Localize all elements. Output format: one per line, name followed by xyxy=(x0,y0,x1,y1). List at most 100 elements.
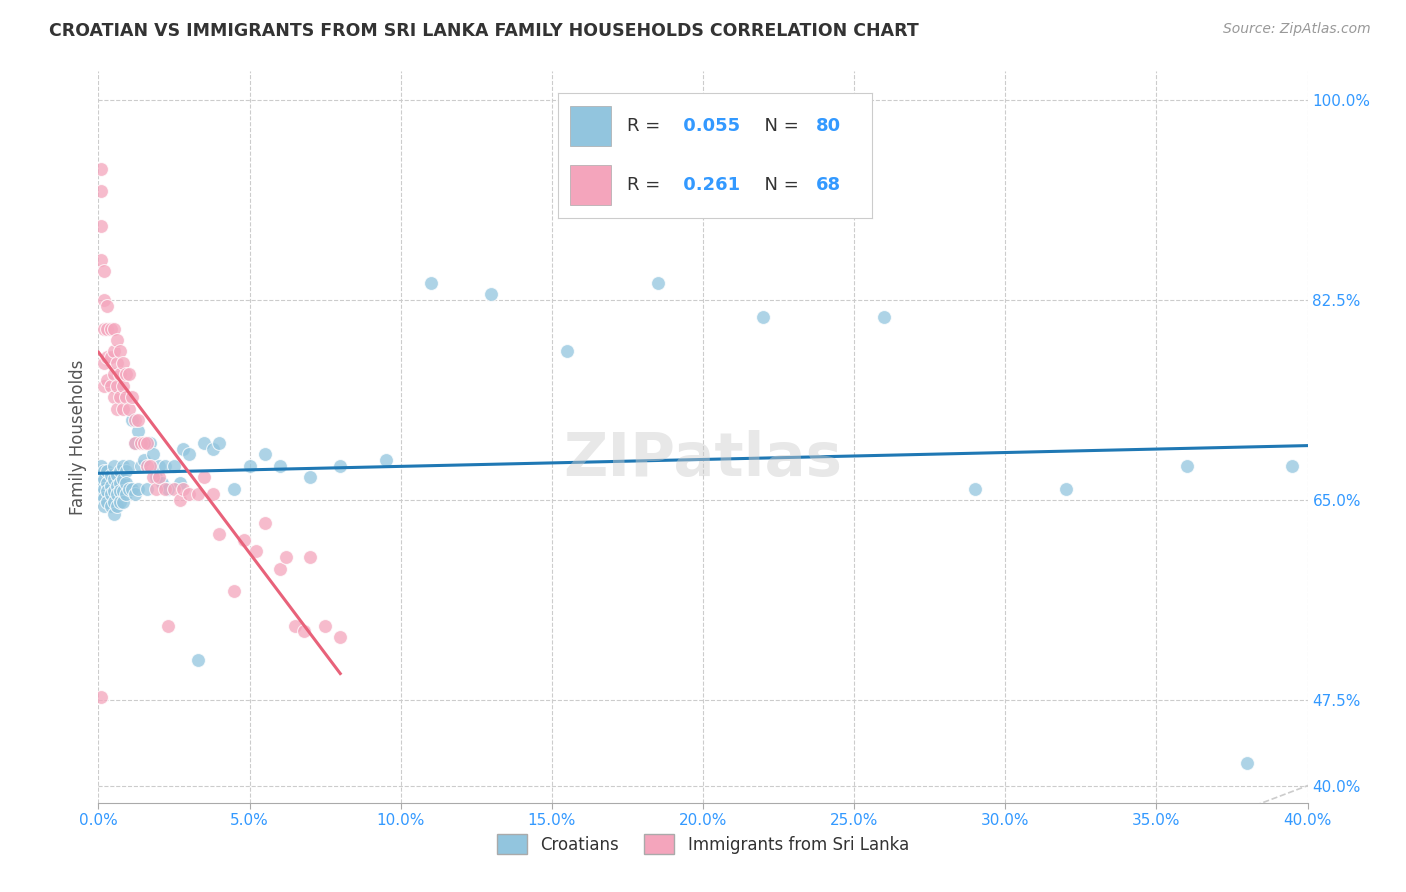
Point xyxy=(172,442,194,456)
Point xyxy=(111,458,134,473)
Point xyxy=(96,373,118,387)
Point xyxy=(202,487,225,501)
Point xyxy=(108,464,131,478)
Point xyxy=(121,390,143,404)
Point xyxy=(135,458,157,473)
Point xyxy=(114,390,136,404)
Point xyxy=(105,333,128,347)
Point xyxy=(90,487,112,501)
Point xyxy=(108,483,131,498)
Point xyxy=(142,470,165,484)
Point xyxy=(100,321,122,335)
Point xyxy=(93,293,115,307)
Point xyxy=(100,350,122,364)
Point xyxy=(90,219,112,233)
Point xyxy=(108,368,131,382)
Point xyxy=(129,435,152,450)
Point xyxy=(90,252,112,267)
Point xyxy=(108,390,131,404)
Y-axis label: Family Households: Family Households xyxy=(69,359,87,515)
Point xyxy=(127,482,149,496)
Text: CROATIAN VS IMMIGRANTS FROM SRI LANKA FAMILY HOUSEHOLDS CORRELATION CHART: CROATIAN VS IMMIGRANTS FROM SRI LANKA FA… xyxy=(49,22,920,40)
Point xyxy=(118,401,141,416)
Point xyxy=(253,516,276,530)
Point xyxy=(111,356,134,370)
Point xyxy=(253,447,276,461)
Point xyxy=(169,475,191,490)
Point xyxy=(314,618,336,632)
Point xyxy=(93,472,115,486)
Point xyxy=(1054,482,1077,496)
Point xyxy=(299,550,322,565)
Point xyxy=(105,487,128,501)
Point xyxy=(93,264,115,278)
Point xyxy=(420,276,443,290)
Point xyxy=(121,413,143,427)
Point xyxy=(124,435,146,450)
Point xyxy=(90,185,112,199)
Point xyxy=(142,447,165,461)
Point xyxy=(169,492,191,507)
Point xyxy=(108,344,131,359)
Point xyxy=(114,368,136,382)
Point xyxy=(127,413,149,427)
Point xyxy=(135,482,157,496)
Point xyxy=(103,368,125,382)
Legend: Croatians, Immigrants from Sri Lanka: Croatians, Immigrants from Sri Lanka xyxy=(491,828,915,860)
Point xyxy=(145,470,167,484)
Point xyxy=(93,491,115,505)
Point xyxy=(118,482,141,496)
Point xyxy=(208,527,231,541)
Point xyxy=(93,321,115,335)
Point xyxy=(156,618,179,632)
Point xyxy=(329,458,352,473)
Point xyxy=(90,458,112,473)
Point xyxy=(269,458,291,473)
Point xyxy=(172,482,194,496)
Point xyxy=(93,356,115,370)
Point xyxy=(873,310,896,324)
Point xyxy=(179,487,201,501)
Point xyxy=(329,630,352,644)
Point xyxy=(100,378,122,392)
Point xyxy=(96,299,118,313)
Point xyxy=(108,495,131,509)
Point xyxy=(245,544,267,558)
Point xyxy=(93,499,115,513)
Point xyxy=(135,435,157,450)
Point xyxy=(103,321,125,335)
Point xyxy=(103,458,125,473)
Point xyxy=(187,653,209,667)
Point xyxy=(224,584,246,599)
Point xyxy=(121,482,143,496)
Point xyxy=(96,464,118,478)
Point xyxy=(111,483,134,498)
Point xyxy=(105,356,128,370)
Point xyxy=(90,690,112,704)
Point xyxy=(96,483,118,498)
Point xyxy=(153,482,176,496)
Point xyxy=(114,487,136,501)
Point xyxy=(93,482,115,496)
Point xyxy=(187,487,209,501)
Point xyxy=(103,390,125,404)
Point xyxy=(96,475,118,490)
Point xyxy=(156,482,179,496)
Point xyxy=(105,401,128,416)
Point xyxy=(193,435,215,450)
Point xyxy=(232,533,254,547)
Point xyxy=(103,495,125,509)
Point xyxy=(481,287,503,301)
Point xyxy=(100,467,122,482)
Point xyxy=(105,467,128,482)
Point xyxy=(150,475,173,490)
Point xyxy=(124,435,146,450)
Point xyxy=(163,458,186,473)
Point xyxy=(111,495,134,509)
Point xyxy=(114,475,136,490)
Point xyxy=(269,561,291,575)
Point xyxy=(103,344,125,359)
Point xyxy=(96,350,118,364)
Point xyxy=(103,507,125,521)
Point xyxy=(111,378,134,392)
